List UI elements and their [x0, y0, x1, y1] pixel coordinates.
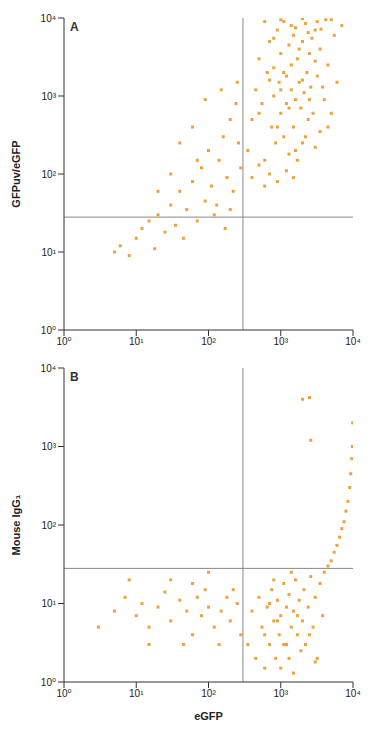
svg-text:10³: 10³: [274, 688, 289, 699]
svg-text:10⁴: 10⁴: [345, 688, 360, 699]
svg-text:10⁰: 10⁰: [56, 336, 71, 347]
svg-text:10³: 10³: [42, 441, 57, 452]
svg-text:10¹: 10¹: [129, 688, 144, 699]
svg-text:10⁰: 10⁰: [56, 688, 71, 699]
svg-text:eGFP: eGFP: [194, 710, 223, 722]
svg-text:10⁰: 10⁰: [41, 677, 56, 688]
html-text:B: B: [70, 370, 79, 384]
svg-text:10²: 10²: [42, 520, 57, 531]
svg-text:10⁴: 10⁴: [41, 363, 56, 374]
svg-text:10³: 10³: [274, 336, 289, 347]
svg-text:Mouse IgG₁: Mouse IgG₁: [10, 494, 22, 555]
svg-text:10¹: 10¹: [129, 336, 144, 347]
svg-text:10⁰: 10⁰: [41, 325, 56, 336]
svg-text:10⁴: 10⁴: [345, 336, 360, 347]
svg-text:10⁴: 10⁴: [41, 13, 56, 24]
svg-text:10¹: 10¹: [42, 247, 57, 258]
svg-text:GFPuv/eGFP: GFPuv/eGFP: [10, 140, 22, 207]
html-text:A: A: [70, 20, 79, 34]
svg-text:10²: 10²: [42, 169, 57, 180]
svg-text:10¹: 10¹: [42, 598, 57, 609]
svg-text:10²: 10²: [201, 336, 216, 347]
svg-text:10²: 10²: [201, 688, 216, 699]
svg-text:10³: 10³: [42, 91, 57, 102]
